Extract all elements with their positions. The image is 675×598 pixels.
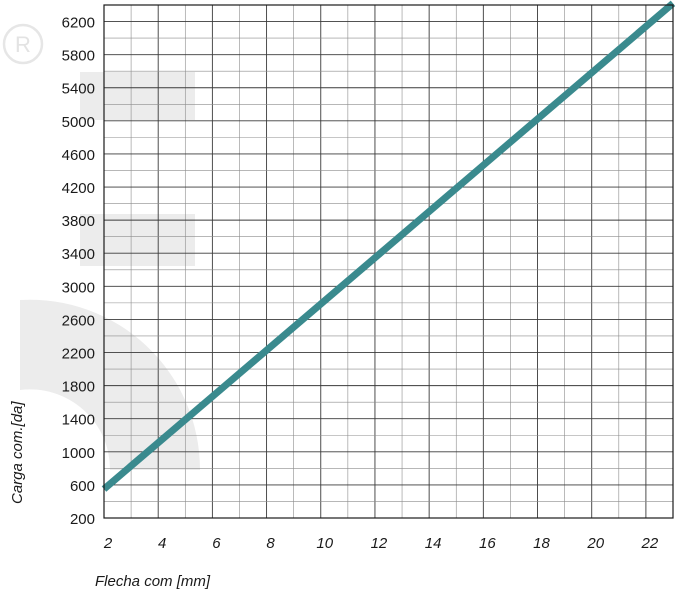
y-tick-label: 1800 [62, 379, 95, 396]
y-tick-label: 3000 [62, 279, 95, 296]
x-tick-label: 6 [212, 535, 221, 552]
y-tick-label: 3400 [62, 246, 95, 263]
x-tick-label: 4 [158, 535, 166, 552]
y-tick-label: 5400 [62, 81, 95, 98]
watermark-bar-top [80, 72, 195, 120]
x-tick-label: 10 [316, 535, 333, 552]
x-tick-label: 8 [266, 535, 275, 552]
registered-mark-letter: R [15, 32, 31, 57]
y-tick-label: 3800 [62, 213, 95, 230]
series-line [101, 0, 675, 492]
y-tick-label: 5800 [62, 48, 95, 65]
y-tick-label: 4600 [62, 147, 95, 164]
x-tick-label: 18 [533, 535, 550, 552]
watermark-bar-middle [80, 214, 195, 266]
x-axis-label: Flecha com [mm] [95, 573, 211, 590]
y-tick-label: 600 [70, 478, 95, 495]
x-tick-label: 16 [479, 535, 496, 552]
x-tick-label: 22 [641, 535, 659, 552]
y-tick-label: 1000 [62, 445, 95, 462]
y-tick-label: 4200 [62, 180, 95, 197]
registered-mark-icon [2, 23, 44, 65]
plot-frame [103, 4, 674, 519]
x-tick-label: 14 [425, 535, 442, 552]
y-tick-label: 1400 [62, 412, 95, 429]
y-tick-label: 6200 [62, 15, 95, 32]
grid-lines [104, 5, 673, 518]
y-axis-ticks: 200 600 1000 1400 1800 2200 2600 3000 3400 3800 42… [62, 15, 95, 528]
y-tick-label: 2600 [62, 312, 95, 329]
y-tick-label: 5000 [62, 114, 95, 131]
y-tick-label: 200 [70, 511, 95, 528]
y-axis-label: Carga com.[da] [9, 401, 26, 504]
x-tick-label: 12 [371, 535, 388, 552]
x-tick-label: 20 [586, 535, 604, 552]
y-tick-label: 2200 [62, 346, 95, 363]
x-axis-ticks: 2 4 6 8 10 12 14 16 18 20 22 [103, 535, 659, 552]
watermark-arc [20, 299, 201, 470]
x-tick-label: 2 [103, 535, 113, 552]
